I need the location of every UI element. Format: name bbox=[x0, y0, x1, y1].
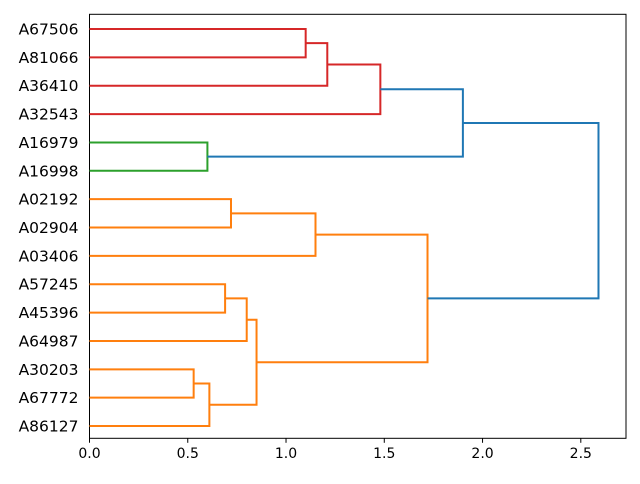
dendrogram-link-orange bbox=[256, 233, 429, 364]
x-axis-tick-label: 0.5 bbox=[177, 446, 199, 462]
dendrogram-link-red bbox=[89, 42, 329, 87]
leaf-label: A02192 bbox=[19, 191, 79, 209]
x-axis-tick-label: 2.5 bbox=[570, 446, 592, 462]
x-axis-tick-label: 1.5 bbox=[373, 446, 395, 462]
leaf-label: A64987 bbox=[19, 332, 79, 350]
x-axis-tick-label: 0.0 bbox=[78, 446, 100, 462]
leaf-label: A67506 bbox=[19, 21, 79, 39]
leaf-label: A67772 bbox=[19, 389, 79, 407]
dendrogram-link-orange bbox=[89, 212, 317, 257]
dendrogram-link-orange bbox=[89, 297, 248, 342]
leaf-label: A81066 bbox=[19, 49, 79, 67]
dendrogram-link-orange bbox=[89, 368, 195, 399]
leaf-label: A03406 bbox=[19, 247, 79, 265]
leaf-label: A86127 bbox=[19, 418, 79, 436]
leaf-label: A36410 bbox=[19, 77, 79, 95]
dendrogram-link-orange bbox=[89, 382, 211, 428]
leaf-label: A16979 bbox=[19, 134, 79, 152]
x-axis-tick-label: 1.0 bbox=[275, 446, 297, 462]
dendrogram-link-green bbox=[89, 141, 209, 172]
plot-border bbox=[89, 13, 627, 439]
dendrogram-link-orange bbox=[209, 318, 258, 406]
dendrogram-link-orange bbox=[89, 198, 232, 229]
dendrogram-link-orange bbox=[89, 283, 227, 314]
leaf-label: A16998 bbox=[19, 162, 79, 180]
leaf-label: A30203 bbox=[19, 361, 79, 379]
dendrogram-link-red bbox=[89, 63, 382, 116]
x-axis-tick-label: 2.0 bbox=[471, 446, 493, 462]
leaf-label: A32543 bbox=[19, 106, 79, 124]
leaf-label: A45396 bbox=[19, 304, 79, 322]
dendrogram-link-blue bbox=[427, 121, 600, 300]
leaf-label: A57245 bbox=[19, 276, 79, 294]
dendrogram-link-blue bbox=[207, 88, 464, 158]
dendrogram-link-red bbox=[89, 28, 307, 59]
leaf-label: A02904 bbox=[19, 219, 79, 237]
